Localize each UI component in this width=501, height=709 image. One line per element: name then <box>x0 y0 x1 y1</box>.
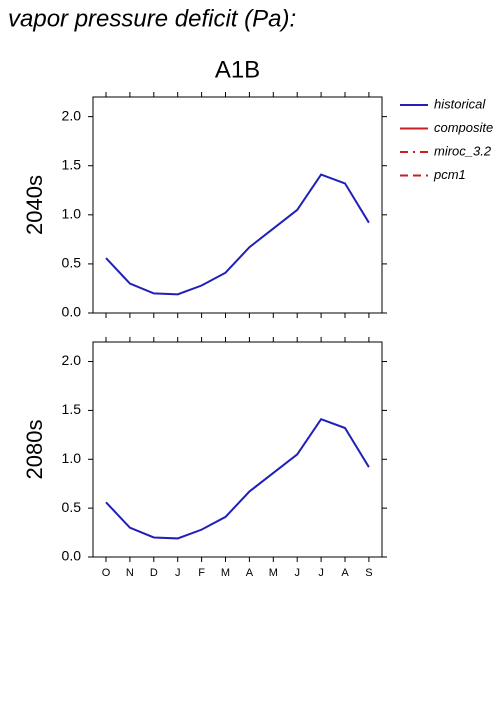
y-axis-label: 2080s <box>22 420 47 480</box>
y-tick-label: 1.5 <box>62 401 82 417</box>
x-tick-label: M <box>221 567 230 579</box>
x-tick-label: O <box>102 567 111 579</box>
y-tick-label: 2.0 <box>62 352 82 368</box>
x-tick-label: J <box>294 567 300 579</box>
x-tick-label: M <box>269 567 278 579</box>
legend-label: pcm1 <box>433 167 466 182</box>
y-tick-label: 0.5 <box>62 255 82 271</box>
series-line <box>105 173 370 296</box>
x-tick-label: A <box>341 567 349 579</box>
x-tick-label: N <box>126 567 134 579</box>
y-axis-label: 2040s <box>22 175 47 235</box>
y-tick-label: 1.5 <box>62 156 82 172</box>
y-tick-label: 1.0 <box>62 450 82 466</box>
legend-label: historical <box>434 96 486 111</box>
legend-label: miroc_3.2 <box>434 143 492 158</box>
x-tick-label: D <box>150 567 158 579</box>
x-tick-label: J <box>175 567 181 579</box>
plot-frame <box>92 341 383 558</box>
series-line <box>105 417 370 540</box>
x-tick-label: J <box>318 567 324 579</box>
y-tick-label: 0.0 <box>62 304 82 320</box>
x-tick-label: F <box>198 567 205 579</box>
legend-label: composite <box>434 120 493 135</box>
y-tick-label: 1.0 <box>62 206 82 222</box>
y-tick-label: 2.0 <box>62 107 82 123</box>
x-tick-label: S <box>365 567 372 579</box>
chart-title: A1B <box>215 56 260 83</box>
x-tick-label: A <box>246 567 254 579</box>
plot-frame <box>92 96 383 314</box>
y-tick-label: 0.0 <box>62 548 82 564</box>
figure-title: vapor pressure deficit (Pa): <box>8 5 296 32</box>
y-tick-label: 0.5 <box>62 499 82 515</box>
